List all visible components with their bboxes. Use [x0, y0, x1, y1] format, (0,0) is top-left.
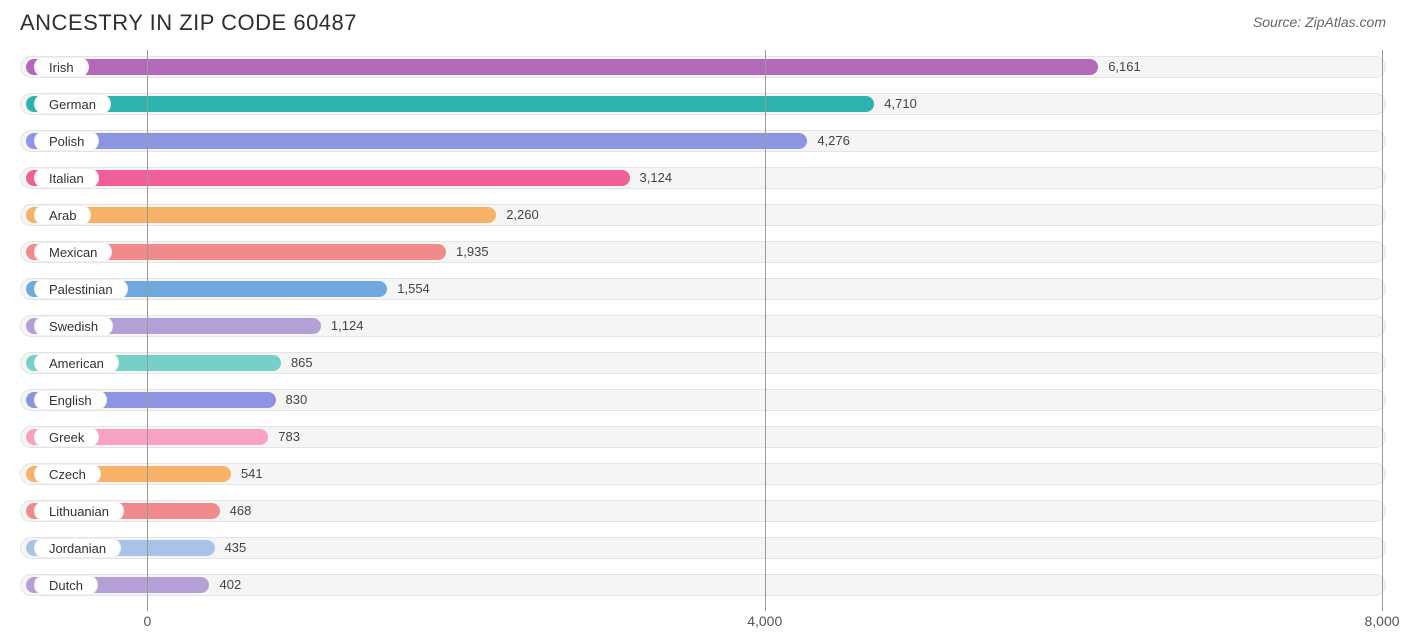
value-label: 435 — [225, 538, 247, 558]
axis-tick — [765, 605, 766, 611]
chart-plot: Irish 6,161 German 4,710 Polish 4,276 Italian 3… — [20, 50, 1386, 602]
category-pill: Czech — [34, 464, 101, 484]
bar-row: Italian 3,124 — [20, 161, 1386, 195]
category-pill: Arab — [34, 205, 91, 225]
category-pill: American — [34, 353, 119, 373]
bar-row: Czech 541 — [20, 457, 1386, 491]
bar — [26, 170, 630, 186]
value-label: 541 — [241, 464, 263, 484]
category-pill: Jordanian — [34, 538, 121, 558]
bar-row: Jordanian 435 — [20, 531, 1386, 565]
value-label: 6,161 — [1108, 57, 1141, 77]
value-label: 1,554 — [397, 279, 430, 299]
bar-row: Irish 6,161 — [20, 50, 1386, 84]
axis-tick — [1382, 605, 1383, 611]
axis-tick — [147, 605, 148, 611]
axis-label: 4,000 — [747, 613, 782, 629]
category-pill: Mexican — [34, 242, 112, 262]
bar-row: Dutch 402 — [20, 568, 1386, 602]
value-label: 3,124 — [640, 168, 673, 188]
value-label: 468 — [230, 501, 252, 521]
bar-row: English 830 — [20, 383, 1386, 417]
value-label: 1,124 — [331, 316, 364, 336]
bar-row: Palestinian 1,554 — [20, 272, 1386, 306]
category-pill: Dutch — [34, 575, 98, 595]
axis-label: 0 — [144, 613, 152, 629]
value-label: 4,276 — [817, 131, 850, 151]
bar-row: Lithuanian 468 — [20, 494, 1386, 528]
bar-track — [20, 500, 1386, 522]
value-label: 1,935 — [456, 242, 489, 262]
bar — [26, 96, 874, 112]
bar-row: German 4,710 — [20, 87, 1386, 121]
bar-row: Polish 4,276 — [20, 124, 1386, 158]
bar-row: Greek 783 — [20, 420, 1386, 454]
bar — [26, 59, 1098, 75]
category-pill: Lithuanian — [34, 501, 124, 521]
value-label: 2,260 — [506, 205, 539, 225]
value-label: 4,710 — [884, 94, 917, 114]
source-prefix: Source: — [1253, 14, 1305, 30]
bar — [26, 207, 496, 223]
chart-title: ANCESTRY IN ZIP CODE 60487 — [20, 10, 357, 36]
category-pill: Italian — [34, 168, 99, 188]
category-pill: Palestinian — [34, 279, 128, 299]
bar — [26, 133, 807, 149]
bar-row: Mexican 1,935 — [20, 235, 1386, 269]
grid-line — [1382, 50, 1383, 605]
category-pill: Swedish — [34, 316, 113, 336]
category-pill: English — [34, 390, 107, 410]
axis-label: 8,000 — [1364, 613, 1399, 629]
chart-source: Source: ZipAtlas.com — [1253, 10, 1386, 30]
grid-line — [765, 50, 766, 605]
category-pill: Greek — [34, 427, 99, 447]
value-label: 783 — [278, 427, 300, 447]
value-label: 402 — [219, 575, 241, 595]
category-pill: German — [34, 94, 111, 114]
bar-row: Swedish 1,124 — [20, 309, 1386, 343]
chart-area: Irish 6,161 German 4,710 Polish 4,276 Italian 3… — [0, 42, 1406, 635]
chart-header: ANCESTRY IN ZIP CODE 60487 Source: ZipAt… — [0, 0, 1406, 42]
value-label: 830 — [286, 390, 308, 410]
category-pill: Irish — [34, 57, 89, 77]
x-axis: 04,0008,000 — [20, 605, 1386, 635]
bar-row: American 865 — [20, 346, 1386, 380]
category-pill: Polish — [34, 131, 99, 151]
grid-line — [147, 50, 148, 605]
source-name: ZipAtlas.com — [1305, 14, 1386, 30]
value-label: 865 — [291, 353, 313, 373]
bar-row: Arab 2,260 — [20, 198, 1386, 232]
